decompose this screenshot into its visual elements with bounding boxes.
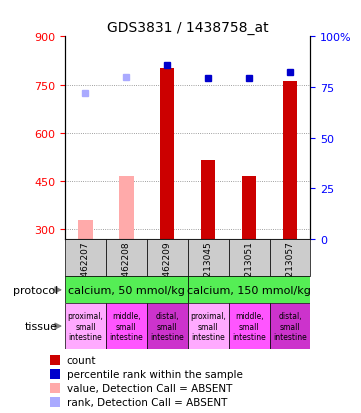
Bar xyxy=(65,304,106,349)
Bar xyxy=(229,240,270,277)
Text: GSM462209: GSM462209 xyxy=(163,241,172,295)
Text: count: count xyxy=(67,355,96,365)
Bar xyxy=(49,397,60,407)
Bar xyxy=(270,304,310,349)
Text: distal,
small
intestine: distal, small intestine xyxy=(273,311,307,341)
Bar xyxy=(201,161,215,240)
Bar xyxy=(78,220,92,240)
Text: protocol: protocol xyxy=(13,285,58,295)
Bar xyxy=(119,177,134,240)
Bar xyxy=(49,355,60,365)
Bar xyxy=(188,240,229,277)
Text: GSM213051: GSM213051 xyxy=(245,241,253,295)
Bar xyxy=(229,304,270,349)
Bar xyxy=(188,304,229,349)
Bar xyxy=(270,240,310,277)
Bar xyxy=(147,240,188,277)
Bar xyxy=(188,277,310,304)
Bar xyxy=(242,177,256,240)
Title: GDS3831 / 1438758_at: GDS3831 / 1438758_at xyxy=(107,21,269,35)
Bar xyxy=(106,240,147,277)
Text: percentile rank within the sample: percentile rank within the sample xyxy=(67,369,243,379)
Text: calcium, 50 mmol/kg: calcium, 50 mmol/kg xyxy=(68,285,185,295)
Bar xyxy=(283,82,297,240)
Text: calcium, 150 mmol/kg: calcium, 150 mmol/kg xyxy=(187,285,311,295)
Bar xyxy=(49,369,60,379)
Text: GSM213057: GSM213057 xyxy=(286,241,295,295)
Bar xyxy=(65,277,188,304)
Text: value, Detection Call = ABSENT: value, Detection Call = ABSENT xyxy=(67,383,232,393)
Bar xyxy=(106,304,147,349)
Text: middle,
small
intestine: middle, small intestine xyxy=(232,311,266,341)
Bar xyxy=(65,240,106,277)
Text: rank, Detection Call = ABSENT: rank, Detection Call = ABSENT xyxy=(67,397,227,407)
Text: proximal,
small
intestine: proximal, small intestine xyxy=(68,311,103,341)
Text: proximal,
small
intestine: proximal, small intestine xyxy=(190,311,226,341)
Bar xyxy=(147,304,188,349)
Text: GSM213045: GSM213045 xyxy=(204,241,213,295)
Text: GSM462207: GSM462207 xyxy=(81,241,90,295)
Text: middle,
small
intestine: middle, small intestine xyxy=(109,311,143,341)
Text: distal,
small
intestine: distal, small intestine xyxy=(151,311,184,341)
Text: GSM462208: GSM462208 xyxy=(122,241,131,295)
Bar xyxy=(49,383,60,393)
Bar xyxy=(160,69,174,240)
Text: tissue: tissue xyxy=(25,321,58,331)
